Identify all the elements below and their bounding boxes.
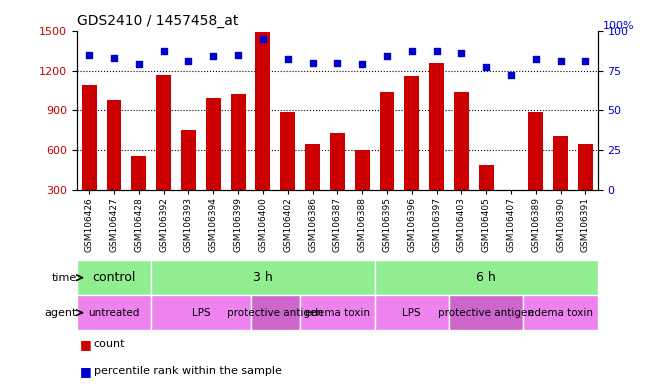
- Bar: [528, 112, 543, 230]
- Point: [530, 56, 541, 63]
- Bar: [77, 260, 151, 295]
- Point: [307, 60, 318, 66]
- Point: [357, 61, 367, 67]
- Bar: [305, 144, 320, 230]
- Bar: [578, 144, 593, 230]
- Bar: [77, 295, 151, 330]
- Point: [232, 51, 243, 58]
- Bar: [156, 74, 171, 230]
- Text: LPS: LPS: [192, 308, 210, 318]
- Bar: [281, 112, 295, 230]
- Bar: [255, 32, 271, 230]
- Bar: [429, 63, 444, 230]
- Text: time: time: [51, 273, 77, 283]
- Bar: [81, 85, 97, 230]
- Point: [580, 58, 591, 64]
- Bar: [230, 94, 246, 230]
- Point: [134, 61, 144, 67]
- Bar: [524, 295, 598, 330]
- Bar: [479, 165, 494, 230]
- Point: [158, 48, 169, 55]
- Point: [84, 51, 95, 58]
- Bar: [355, 150, 369, 230]
- Point: [332, 60, 343, 66]
- Text: ■: ■: [80, 338, 92, 351]
- Text: ■: ■: [80, 365, 92, 377]
- Point: [183, 58, 194, 64]
- Bar: [449, 295, 524, 330]
- Text: agent: agent: [45, 308, 77, 318]
- Point: [432, 48, 442, 55]
- Bar: [250, 295, 300, 330]
- Text: edema toxin: edema toxin: [528, 308, 593, 318]
- Point: [381, 53, 392, 59]
- Text: GDS2410 / 1457458_at: GDS2410 / 1457458_at: [77, 14, 238, 28]
- Text: protective antigen: protective antigen: [438, 308, 534, 318]
- Bar: [379, 92, 394, 230]
- Bar: [504, 193, 518, 230]
- Bar: [107, 100, 122, 230]
- Bar: [300, 295, 375, 330]
- Bar: [206, 98, 220, 230]
- Text: protective antigen: protective antigen: [227, 308, 323, 318]
- Text: count: count: [94, 339, 125, 349]
- Point: [258, 36, 269, 42]
- Bar: [375, 260, 598, 295]
- Point: [406, 48, 417, 55]
- Text: 3 h: 3 h: [253, 271, 273, 284]
- Point: [555, 58, 566, 64]
- Text: control: control: [92, 271, 136, 284]
- Bar: [151, 295, 250, 330]
- Text: 6 h: 6 h: [476, 271, 496, 284]
- Bar: [132, 156, 146, 230]
- Bar: [181, 131, 196, 230]
- Bar: [151, 260, 375, 295]
- Point: [506, 72, 516, 78]
- Bar: [553, 136, 568, 230]
- Text: 100%: 100%: [603, 21, 635, 31]
- Bar: [375, 295, 449, 330]
- Bar: [404, 76, 420, 230]
- Text: percentile rank within the sample: percentile rank within the sample: [94, 366, 281, 376]
- Text: edema toxin: edema toxin: [305, 308, 370, 318]
- Point: [208, 53, 218, 59]
- Point: [456, 50, 467, 56]
- Point: [109, 55, 120, 61]
- Point: [283, 56, 293, 63]
- Bar: [454, 92, 469, 230]
- Point: [481, 64, 492, 70]
- Text: untreated: untreated: [88, 308, 140, 318]
- Bar: [330, 133, 345, 230]
- Text: LPS: LPS: [402, 308, 421, 318]
